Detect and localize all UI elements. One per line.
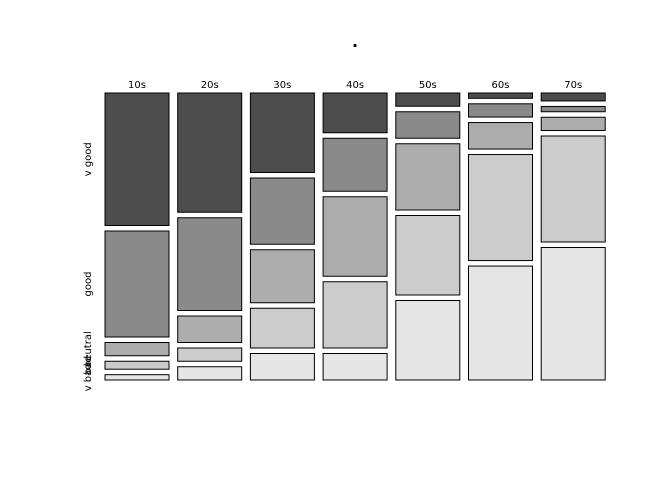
cell [249,307,315,349]
cell [540,105,606,113]
cell [322,353,388,381]
cell [540,116,606,131]
column-label: 10s [128,80,146,91]
chart-title: . [352,32,358,51]
cell [104,230,170,338]
cell [468,103,533,118]
cell [104,342,170,357]
cell [249,92,315,173]
cell [322,281,388,349]
cell [468,154,533,262]
cell [104,360,170,370]
cell [249,249,315,304]
row-label: v good [83,142,94,176]
row-label: v bad [83,363,94,391]
cell [395,143,461,211]
cell [540,92,606,102]
column-label: 20s [201,80,219,91]
cell [104,92,170,226]
cell [468,122,533,150]
cell [177,92,243,213]
cell [322,196,388,277]
column-label: 60s [492,80,510,91]
cell [322,92,388,134]
cell [177,217,243,311]
cell [540,135,606,243]
cell [395,215,461,296]
row-label: neutral [83,331,94,367]
column-label: 30s [273,80,291,91]
cell [468,265,533,381]
cell [395,300,461,381]
column-label: 50s [419,80,437,91]
cell [249,353,315,381]
cell [177,366,243,381]
cell [322,137,388,192]
row-label: bad [83,356,94,375]
cell [177,347,243,362]
cell [249,177,315,245]
column-label: 40s [346,80,364,91]
cell [395,111,461,139]
column-label: 70s [564,80,582,91]
cell [468,92,533,99]
cell [177,315,243,343]
row-label: good [83,272,94,297]
cell [104,374,170,381]
cell [395,92,461,107]
cell [540,247,606,381]
